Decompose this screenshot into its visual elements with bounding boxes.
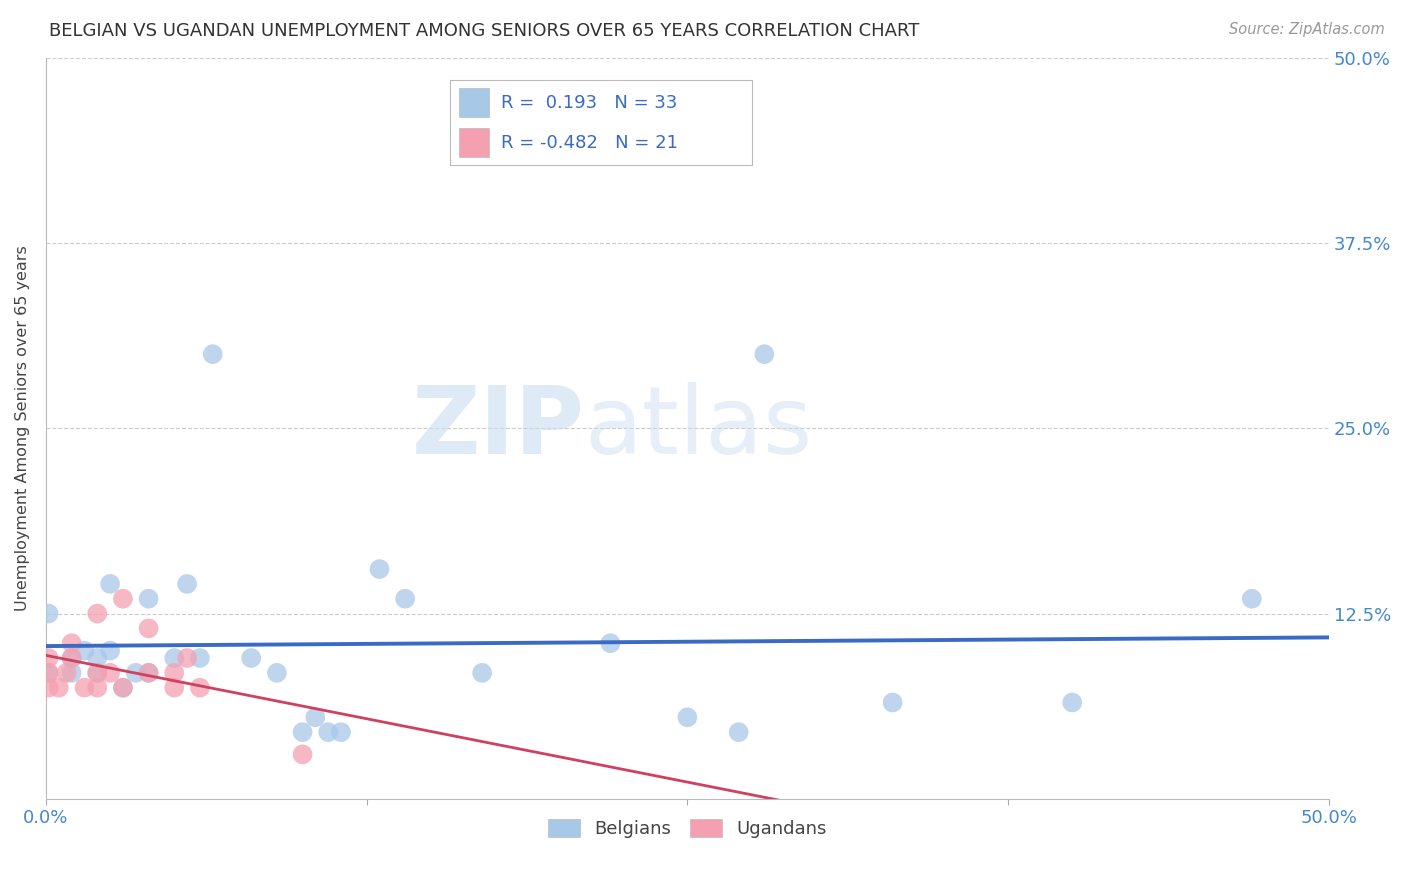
- Point: [291, 747, 314, 762]
- Point: [60, 636, 83, 650]
- Point: [676, 710, 699, 724]
- Text: ZIP: ZIP: [412, 383, 585, 475]
- Point: [98, 643, 121, 657]
- Point: [86, 651, 108, 665]
- Y-axis label: Unemployment Among Seniors over 65 years: Unemployment Among Seniors over 65 years: [15, 245, 30, 611]
- Point: [754, 347, 776, 361]
- Point: [38, 665, 60, 680]
- Point: [125, 665, 148, 680]
- Point: [86, 681, 108, 695]
- Point: [138, 665, 160, 680]
- Point: [86, 665, 108, 680]
- Point: [471, 665, 494, 680]
- Point: [111, 681, 134, 695]
- Text: Source: ZipAtlas.com: Source: ZipAtlas.com: [1229, 22, 1385, 37]
- Point: [163, 665, 186, 680]
- Point: [138, 591, 160, 606]
- Point: [38, 607, 60, 621]
- Point: [266, 665, 288, 680]
- Point: [86, 607, 108, 621]
- Point: [86, 665, 108, 680]
- Point: [111, 681, 134, 695]
- Point: [138, 621, 160, 635]
- Point: [882, 696, 904, 710]
- Point: [60, 651, 83, 665]
- Point: [304, 710, 326, 724]
- Point: [188, 651, 211, 665]
- Point: [98, 665, 121, 680]
- Point: [291, 725, 314, 739]
- Point: [368, 562, 391, 576]
- Text: BELGIAN VS UGANDAN UNEMPLOYMENT AMONG SENIORS OVER 65 YEARS CORRELATION CHART: BELGIAN VS UGANDAN UNEMPLOYMENT AMONG SE…: [49, 22, 920, 40]
- Point: [201, 347, 224, 361]
- Point: [163, 651, 186, 665]
- Point: [316, 725, 339, 739]
- Point: [73, 643, 96, 657]
- Point: [60, 665, 83, 680]
- Point: [73, 681, 96, 695]
- Point: [98, 577, 121, 591]
- Point: [138, 665, 160, 680]
- Legend: Belgians, Ugandans: Belgians, Ugandans: [540, 812, 834, 846]
- Point: [330, 725, 353, 739]
- Point: [188, 681, 211, 695]
- Point: [176, 651, 198, 665]
- Point: [55, 665, 77, 680]
- Point: [394, 591, 416, 606]
- Point: [240, 651, 263, 665]
- Point: [111, 591, 134, 606]
- Point: [38, 665, 60, 680]
- Point: [176, 577, 198, 591]
- Point: [1240, 591, 1263, 606]
- Text: atlas: atlas: [585, 383, 813, 475]
- Point: [60, 651, 83, 665]
- Point: [38, 681, 60, 695]
- Point: [48, 681, 70, 695]
- Point: [163, 681, 186, 695]
- Point: [38, 651, 60, 665]
- Point: [599, 636, 621, 650]
- Point: [727, 725, 749, 739]
- Point: [1062, 696, 1084, 710]
